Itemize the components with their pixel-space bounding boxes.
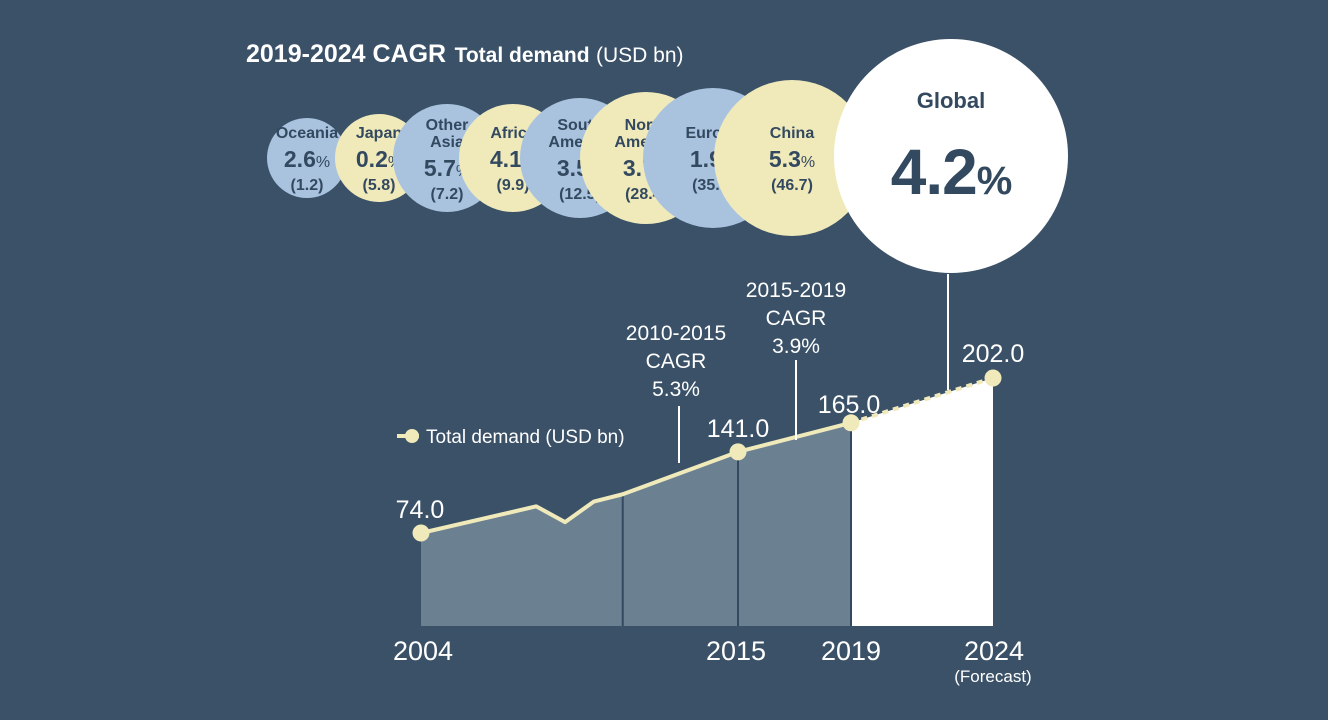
pct-symbol: % <box>800 154 816 171</box>
global-cagr: 4.2% <box>834 135 1068 209</box>
global-bubble: Global 4.2% <box>834 39 1068 273</box>
title-sub: Total demand <box>454 44 590 67</box>
cagr-annotation-text: CAGR <box>766 307 827 330</box>
cagr-annotation-text: 3.9% <box>772 335 820 358</box>
x-axis-label: 2004 <box>393 636 453 666</box>
legend-label: Total demand (USD bn) <box>426 427 625 448</box>
data-point-marker <box>842 414 860 432</box>
chart-title: 2019-2024 CAGR Total demand (USD bn) <box>246 40 684 69</box>
region-demand: (46.7) <box>771 177 813 194</box>
title-unit: (USD bn) <box>595 44 684 67</box>
region-demand: (1.2) <box>290 177 324 194</box>
global-label: Global <box>916 88 986 113</box>
data-point-label: 165.0 <box>818 391 881 419</box>
data-point-marker <box>984 369 1002 387</box>
region-cagr: 2.6% <box>283 146 331 172</box>
data-point-marker <box>729 443 747 461</box>
historical-area <box>421 422 851 626</box>
data-point-label: 202.0 <box>962 340 1025 368</box>
global-cagr-value: 4.2 <box>890 136 978 208</box>
pct-symbol: % <box>315 154 331 171</box>
region-name: Other Asia <box>425 117 469 151</box>
region-demand: (7.2) <box>430 186 464 203</box>
forecast-area <box>851 378 993 626</box>
data-point-marker <box>412 524 430 542</box>
data-point-label: 141.0 <box>707 415 770 443</box>
region-name: China <box>769 125 815 142</box>
x-axis-label: 2015 <box>706 636 766 666</box>
demand-line <box>420 420 852 535</box>
forecast-note: (Forecast) <box>954 667 1031 686</box>
region-demand: (5.8) <box>362 177 396 194</box>
region-name: Japan <box>355 125 403 142</box>
cagr-annotation-text: CAGR <box>646 350 707 373</box>
cagr-annotation-text: 5.3% <box>652 378 700 401</box>
cagr-annotation-text: 2010-2015 <box>626 322 726 345</box>
x-axis-label: 2024 <box>964 636 1024 666</box>
legend-marker <box>405 429 419 443</box>
cagr-annotation-text: 2015-2019 <box>746 279 846 302</box>
region-cagr: 5.3% <box>768 146 816 172</box>
data-point-label: 74.0 <box>396 496 445 524</box>
region-demand: (9.9) <box>496 177 530 194</box>
x-axis-label: 2019 <box>821 636 881 666</box>
forecast-line <box>850 376 994 425</box>
region-name: Oceania <box>275 125 339 142</box>
region-bubble-oceania: Oceania 2.6% (1.2) <box>267 118 347 198</box>
title-main: 2019-2024 CAGR <box>246 40 447 68</box>
global-pct-symbol: % <box>976 159 1013 203</box>
